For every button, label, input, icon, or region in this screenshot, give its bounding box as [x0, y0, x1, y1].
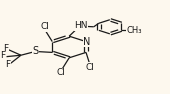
Text: S: S	[32, 46, 38, 56]
Text: Cl: Cl	[86, 63, 95, 72]
Text: F: F	[5, 60, 10, 69]
Text: F: F	[3, 44, 8, 53]
Text: Cl: Cl	[40, 22, 49, 31]
Text: F: F	[1, 52, 6, 60]
Text: N: N	[83, 37, 91, 47]
Text: Cl: Cl	[56, 68, 65, 77]
Text: HN: HN	[74, 21, 88, 30]
Text: CH₃: CH₃	[127, 26, 142, 35]
